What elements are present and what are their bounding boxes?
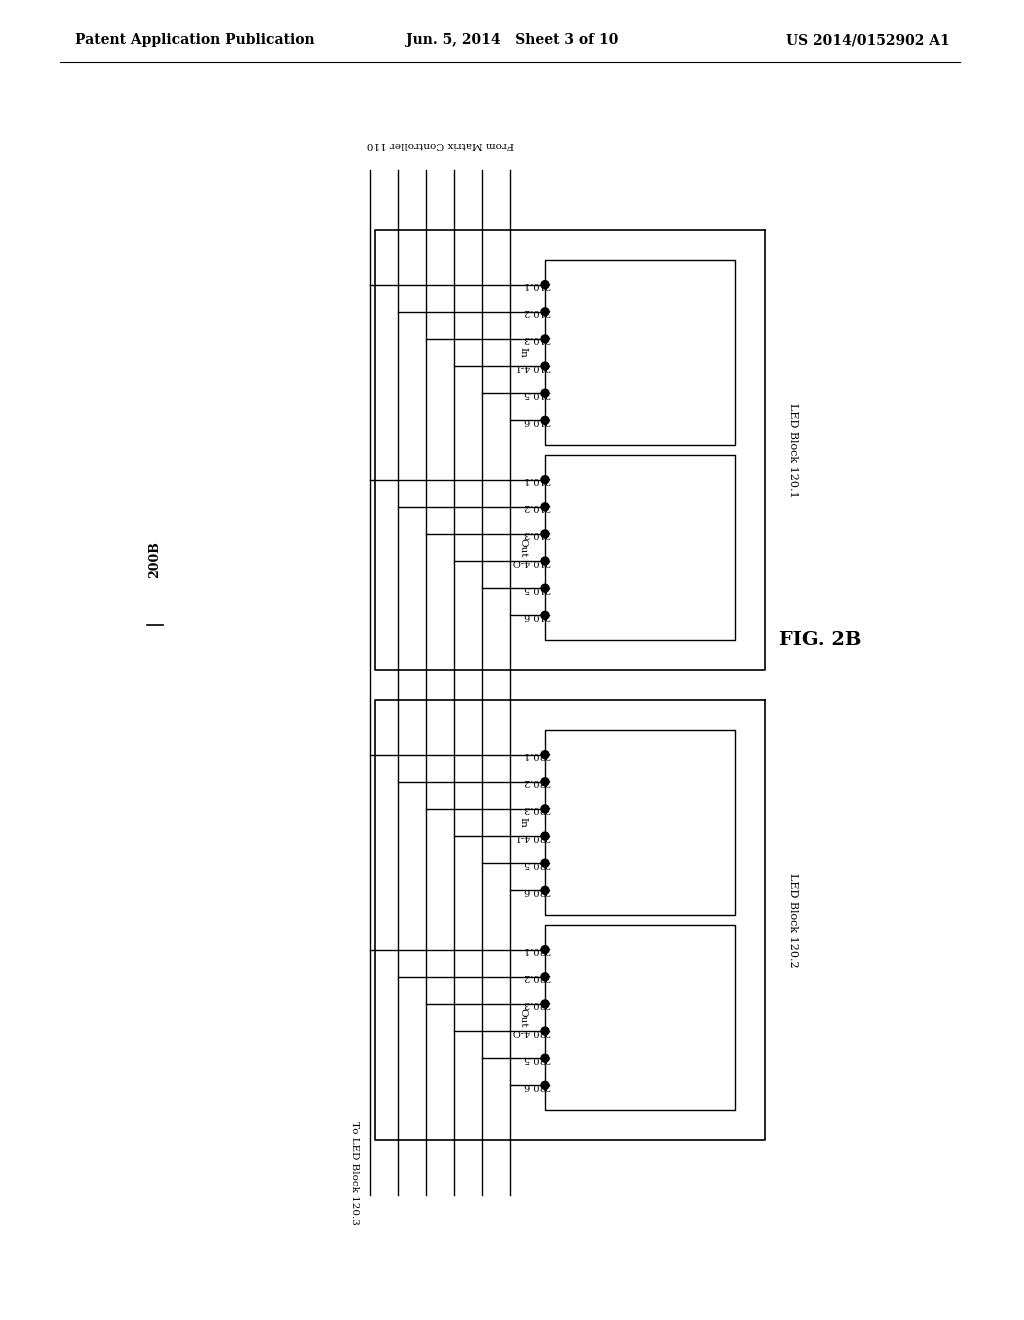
Circle shape	[541, 1055, 549, 1063]
Text: 210.6: 210.6	[522, 611, 550, 620]
Text: To LED Block 120.3: To LED Block 120.3	[350, 1121, 359, 1225]
Circle shape	[541, 281, 549, 289]
Text: 220.1: 220.1	[522, 750, 550, 759]
Text: 220.6: 220.6	[522, 886, 550, 895]
Text: From Matrix Controller 110: From Matrix Controller 110	[367, 140, 514, 149]
Text: 210.5: 210.5	[522, 388, 550, 397]
Circle shape	[541, 1001, 549, 1008]
Circle shape	[541, 611, 549, 619]
Circle shape	[541, 973, 549, 981]
Circle shape	[541, 529, 549, 539]
Circle shape	[541, 308, 549, 315]
Text: 220.1: 220.1	[522, 945, 550, 954]
Circle shape	[541, 859, 549, 867]
Circle shape	[541, 335, 549, 343]
Circle shape	[541, 1027, 549, 1035]
Circle shape	[541, 389, 549, 397]
Text: Out: Out	[518, 1007, 527, 1027]
Text: 220.3: 220.3	[522, 999, 550, 1008]
Circle shape	[541, 1081, 549, 1089]
Circle shape	[541, 777, 549, 785]
Circle shape	[541, 475, 549, 483]
Text: LED Block 120.1: LED Block 120.1	[788, 403, 798, 498]
Text: 210.2: 210.2	[522, 503, 550, 511]
Text: 210.5: 210.5	[522, 583, 550, 593]
Circle shape	[541, 585, 549, 593]
Circle shape	[541, 362, 549, 370]
Circle shape	[541, 886, 549, 895]
Circle shape	[541, 416, 549, 424]
Text: 210.4-I: 210.4-I	[515, 362, 550, 371]
Text: 220.5: 220.5	[522, 859, 550, 867]
Circle shape	[541, 503, 549, 511]
Text: 210.3: 210.3	[522, 334, 550, 343]
Text: 220.6: 220.6	[522, 1081, 550, 1090]
Text: 220.2: 220.2	[522, 777, 550, 787]
Text: 210.1: 210.1	[522, 475, 550, 484]
Text: 210.2: 210.2	[522, 308, 550, 317]
Text: 210.1: 210.1	[522, 280, 550, 289]
Text: 220.2: 220.2	[522, 973, 550, 981]
Circle shape	[541, 557, 549, 565]
Text: 210.4-O: 210.4-O	[511, 557, 550, 565]
Text: LED Block 120.2: LED Block 120.2	[788, 873, 798, 968]
Text: Out: Out	[518, 537, 527, 557]
Text: FIG. 2B: FIG. 2B	[778, 631, 861, 649]
Text: In: In	[518, 347, 527, 358]
Text: Patent Application Publication: Patent Application Publication	[75, 33, 314, 48]
Text: 220.5: 220.5	[522, 1053, 550, 1063]
Circle shape	[541, 805, 549, 813]
Circle shape	[541, 832, 549, 840]
Text: 200B: 200B	[148, 541, 162, 578]
Text: US 2014/0152902 A1: US 2014/0152902 A1	[786, 33, 950, 48]
Text: 210.6: 210.6	[522, 416, 550, 425]
Text: 220.3: 220.3	[522, 804, 550, 813]
Text: 220.4-I: 220.4-I	[515, 832, 550, 841]
Circle shape	[541, 945, 549, 953]
Circle shape	[541, 751, 549, 759]
Text: Jun. 5, 2014   Sheet 3 of 10: Jun. 5, 2014 Sheet 3 of 10	[406, 33, 618, 48]
Text: 220.4-O: 220.4-O	[511, 1027, 550, 1036]
Text: In: In	[518, 817, 527, 828]
Text: 210.3: 210.3	[522, 529, 550, 539]
